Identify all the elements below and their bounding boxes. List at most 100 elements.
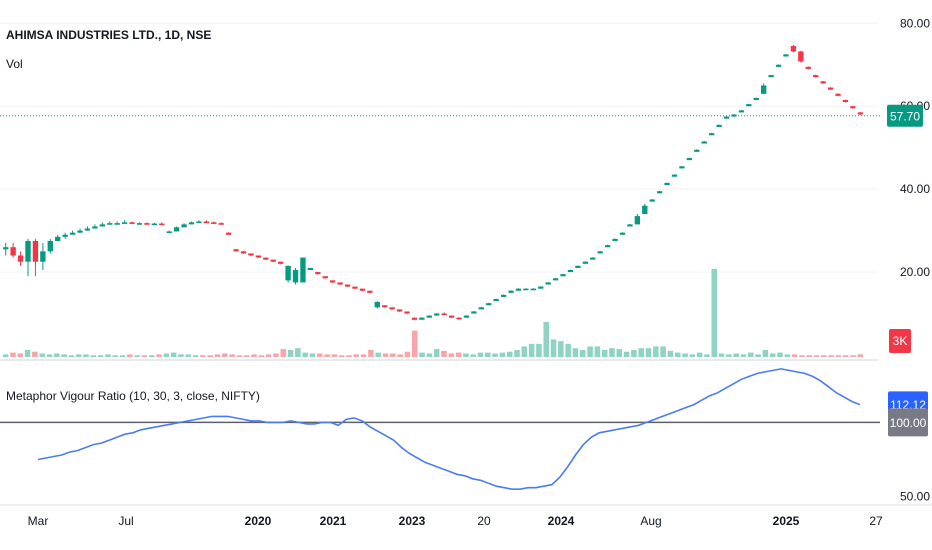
candle-body: [538, 286, 544, 289]
volume-bar: [10, 352, 16, 357]
candle-body: [144, 223, 150, 225]
volume-bar: [616, 349, 623, 357]
candle-body: [352, 286, 358, 289]
candle-body: [10, 247, 16, 256]
candle-body: [203, 221, 210, 224]
volume-bar: [601, 349, 608, 357]
candle-body: [255, 255, 262, 258]
candle-body: [211, 222, 217, 224]
volume-bar: [558, 341, 564, 357]
candle-body: [679, 166, 685, 169]
candle-body: [753, 97, 759, 100]
candle-body: [545, 282, 551, 285]
time-tick-label: 2020: [245, 514, 272, 528]
candle-body: [166, 231, 172, 234]
candle-body: [642, 205, 648, 215]
candle-body: [129, 222, 135, 224]
time-tick-label: 2025: [773, 514, 800, 528]
volume-bar: [426, 353, 433, 357]
candle-body: [835, 93, 841, 96]
time-axis[interactable]: Mar Jul 2020 2021 2023 20 2024 Aug 2025 27: [28, 514, 883, 528]
candle-body: [359, 288, 366, 291]
candle-body: [248, 253, 254, 256]
candle-body: [344, 284, 351, 287]
candle-body: [99, 224, 105, 227]
candle-body: [746, 104, 752, 107]
volume-bar: [360, 354, 367, 357]
candle-body: [478, 307, 484, 310]
volume-bar: [514, 349, 520, 357]
volume-bar: [119, 355, 126, 357]
volume-bar: [105, 354, 111, 357]
candle-body: [62, 234, 68, 237]
volume-bar: [243, 355, 250, 357]
candle-body: [694, 149, 700, 152]
volume-bar: [842, 355, 849, 357]
volume-bar: [54, 353, 60, 357]
volume-bar: [273, 353, 279, 357]
volume-bar: [791, 354, 798, 357]
volume-bar: [287, 349, 294, 357]
volume-badge: [889, 329, 911, 353]
volume-bar: [594, 346, 601, 357]
volume-bar: [857, 354, 864, 357]
volume-bar: [704, 354, 710, 357]
candle-body: [716, 124, 722, 127]
grid-layer: [0, 22, 878, 273]
volume-bar: [411, 330, 418, 357]
candle-body: [575, 265, 581, 268]
volume-bar: [200, 355, 206, 357]
volume-bar: [645, 348, 652, 357]
volume-bar: [499, 352, 506, 357]
volume-bar: [419, 352, 425, 357]
last-price-badge-text: 57.70: [890, 109, 920, 123]
volume-bar: [492, 353, 498, 357]
time-tick-label: 2023: [399, 514, 426, 528]
volume-bar: [251, 354, 257, 357]
time-tick-label: 27: [869, 514, 883, 528]
candle-body: [426, 315, 432, 318]
volume-bar: [222, 353, 228, 357]
candle-body: [783, 54, 789, 57]
volume-bar: [718, 353, 725, 357]
candle-body: [396, 309, 403, 312]
volume-bar: [32, 351, 38, 357]
volume-bar: [726, 354, 732, 357]
candle-body: [300, 257, 306, 283]
volume-layer: [2, 269, 864, 357]
candle-body: [552, 278, 559, 281]
volume-bar: [455, 352, 462, 357]
candle-body: [560, 274, 566, 277]
volume-bar: [112, 355, 119, 357]
candle-body: [649, 199, 655, 202]
volume-bar: [302, 352, 308, 357]
volume-bar: [747, 352, 754, 357]
candle-body: [530, 288, 536, 291]
volume-bar: [433, 349, 440, 357]
volume-bar: [463, 353, 469, 357]
candle-body: [337, 282, 343, 285]
candle-body: [3, 247, 9, 250]
candle-body: [671, 174, 678, 177]
indicator-tick-label: 50.00: [900, 490, 930, 504]
candle-body: [738, 110, 745, 113]
candle-body: [731, 114, 737, 117]
volume-bar: [207, 355, 213, 357]
volume-bar: [733, 353, 739, 357]
candle-body: [69, 232, 76, 235]
last-price-badge: [887, 104, 923, 127]
candle-body: [500, 294, 507, 297]
candle-body: [701, 141, 707, 144]
candle-body: [40, 251, 46, 262]
candle-body: [389, 307, 395, 310]
indicator-layer: [0, 368, 880, 490]
time-tick-label: Jul: [118, 514, 133, 528]
candle-body: [92, 226, 98, 229]
volume-bar: [448, 353, 455, 357]
candle-body: [285, 265, 291, 281]
volume-bar: [214, 354, 221, 357]
volume-bar: [784, 354, 791, 357]
